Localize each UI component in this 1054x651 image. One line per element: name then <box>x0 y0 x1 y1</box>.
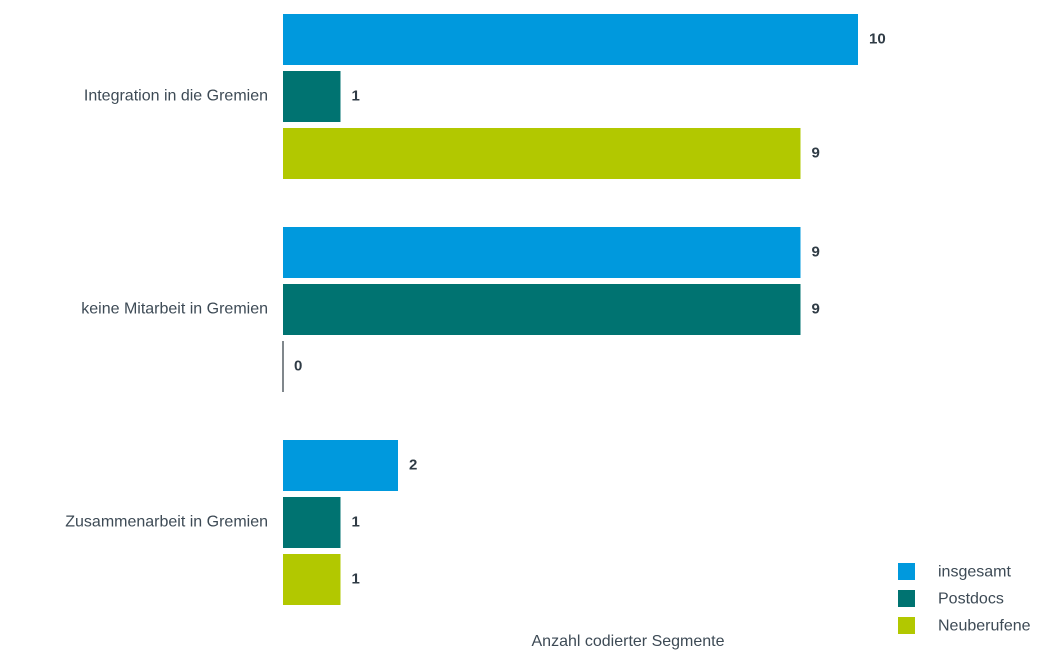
bar <box>283 227 801 278</box>
legend-label: Neuberufene <box>938 618 1031 635</box>
legend: insgesamt Postdocs Neuberufene <box>898 563 1031 635</box>
legend-swatch <box>898 590 915 607</box>
bar-value-label: 9 <box>812 144 820 161</box>
bar-value-label: 2 <box>409 456 417 473</box>
x-axis-title: Anzahl codierter Segmente <box>532 633 725 650</box>
legend-label: Postdocs <box>938 591 1004 608</box>
bar <box>283 128 801 179</box>
legend-label: insgesamt <box>938 564 1011 581</box>
bars-group <box>283 14 858 605</box>
bar <box>283 554 341 605</box>
category-label: keine Mitarbeit in Gremien <box>81 301 268 318</box>
bar <box>283 71 341 122</box>
bar <box>283 497 341 548</box>
category-labels-group: Integration in die Gremien keine Mitarbei… <box>65 88 268 531</box>
legend-swatch <box>898 617 915 634</box>
bar-value-label: 10 <box>869 30 886 47</box>
legend-swatch <box>898 563 915 580</box>
bar-value-label: 0 <box>294 357 302 374</box>
bar-value-label: 9 <box>812 300 820 317</box>
bar-value-label: 1 <box>352 570 360 587</box>
bar <box>283 14 858 65</box>
bar-value-label: 1 <box>352 513 360 530</box>
value-labels-group: 10 1 9 9 9 0 2 1 1 <box>294 30 886 587</box>
bar <box>283 284 801 335</box>
category-label: Zusammenarbeit in Gremien <box>65 514 268 531</box>
bar-value-label: 9 <box>812 243 820 260</box>
bar <box>283 440 398 491</box>
category-label: Integration in die Gremien <box>84 88 268 105</box>
bar-value-label: 1 <box>352 87 360 104</box>
